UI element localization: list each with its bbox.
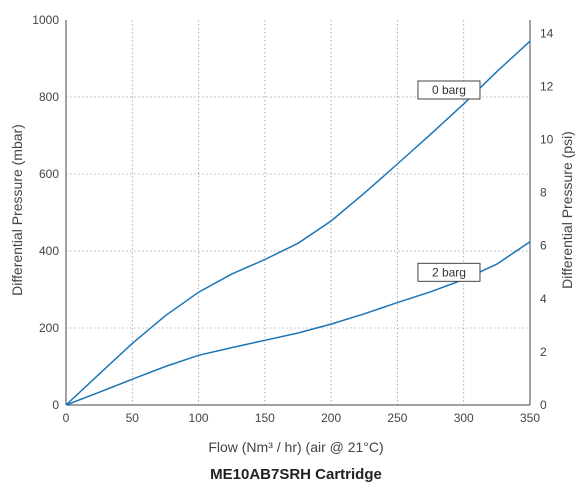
- y-axis-label: Differential Pressure (mbar): [9, 124, 25, 296]
- series-label-box: [417, 80, 481, 100]
- chart-title: ME10AB7SRH Cartridge: [210, 466, 382, 483]
- x-tick-label: 150: [255, 411, 275, 425]
- axes: [65, 20, 531, 406]
- series-label-1: 0 barg: [417, 80, 481, 100]
- series-line-1: [65, 40, 531, 406]
- x-tick-label: 0: [63, 411, 70, 425]
- x-tick-label: 300: [454, 411, 474, 425]
- series-label-box: [417, 262, 481, 282]
- y2-tick-label: 12: [540, 79, 554, 93]
- y2-tick-label: 4: [540, 292, 547, 306]
- y-tick-label: 200: [39, 321, 59, 335]
- y2-tick-label: 8: [540, 186, 547, 200]
- x-tick-label: 350: [520, 411, 540, 425]
- series-labels: 0 barg 2 barg: [417, 80, 481, 282]
- x-tick-label: 50: [126, 411, 140, 425]
- tick-labels: 0 50 100 150 200 250 300 3500200400600800100002…: [32, 13, 553, 425]
- y-tick-label: 800: [39, 90, 59, 104]
- series-line-2: [65, 241, 531, 406]
- x-tick-label: 100: [189, 411, 209, 425]
- y2-tick-label: 2: [540, 345, 547, 359]
- y2-tick-label: 6: [540, 239, 547, 253]
- y2-tick-label: 10: [540, 132, 554, 146]
- x-tick-label: 200: [321, 411, 341, 425]
- grid: [66, 20, 530, 405]
- y2-tick-label: 0: [540, 398, 547, 412]
- y2-tick-label: 14: [540, 26, 554, 40]
- y-tick-label: 400: [39, 244, 59, 258]
- x-axis-label: Flow (Nm³ / hr) (air @ 21°C): [208, 439, 383, 455]
- series-label-text: 0 barg: [432, 83, 466, 97]
- y2-axis-label: Differential Pressure (psi): [559, 131, 575, 289]
- x-tick-label: 250: [387, 411, 407, 425]
- y-tick-label: 600: [39, 167, 59, 181]
- y-tick-label: 1000: [32, 13, 59, 27]
- series-label-2: 2 barg: [417, 262, 481, 282]
- series-label-text: 2 barg: [432, 265, 466, 279]
- y-tick-label: 0: [52, 398, 59, 412]
- series-group: [65, 40, 531, 406]
